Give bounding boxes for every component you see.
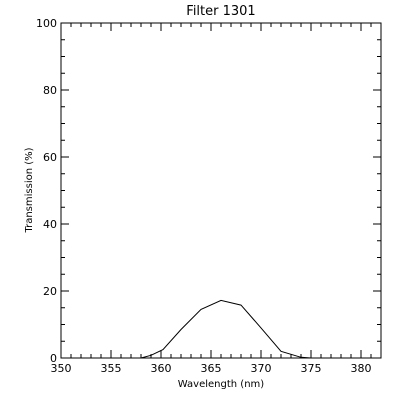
y-tick-label: 80	[43, 84, 57, 97]
y-tick-label: 100	[36, 17, 57, 30]
y-tick-label: 60	[43, 151, 57, 164]
x-tick-label: 360	[151, 362, 172, 375]
chart-title: Filter 1301	[186, 4, 255, 19]
tick-labels: 350 355 360 365 370 375 380 0 20 40 60 80 100	[36, 17, 372, 375]
x-axis-label: Wavelength (nm)	[178, 379, 264, 390]
x-tick-label: 365	[201, 362, 222, 375]
series-line	[131, 299, 312, 359]
x-tick-label: 370	[251, 362, 272, 375]
plot-frame	[60, 22, 382, 359]
x-tick-label: 350	[51, 362, 72, 375]
y-axis-label: Transmission (%)	[24, 147, 35, 233]
axis-ticks	[60, 22, 382, 359]
x-tick-label: 355	[101, 362, 122, 375]
y-tick-label: 0	[50, 352, 57, 365]
x-tick-label: 380	[351, 362, 372, 375]
y-tick-label: 40	[43, 218, 57, 231]
y-tick-label: 20	[43, 285, 57, 298]
x-tick-label: 375	[301, 362, 322, 375]
